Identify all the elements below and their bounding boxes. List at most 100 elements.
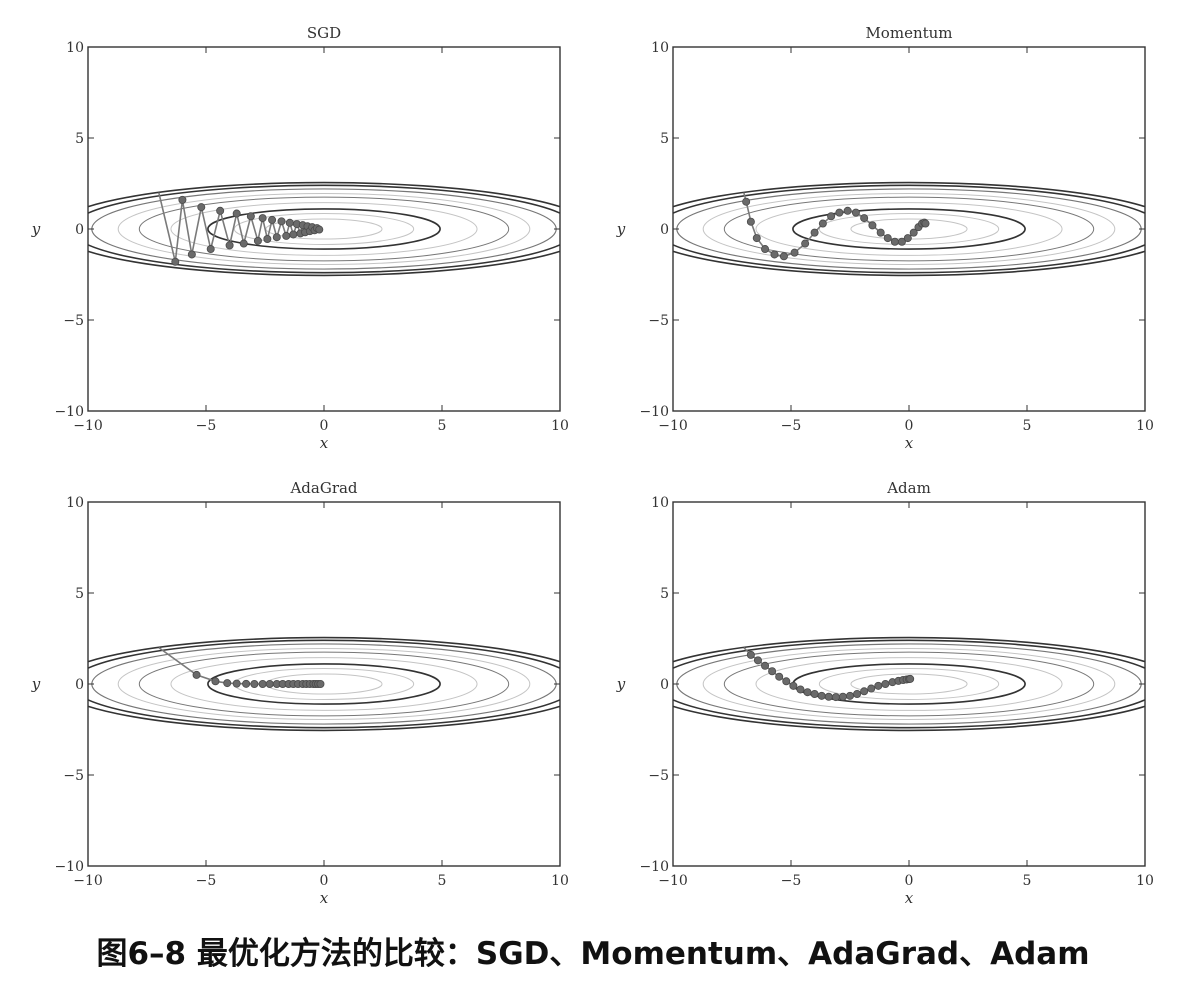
plot-area xyxy=(88,636,560,732)
chart-panel-sgd: −10 −5 0 5 10 −10 −5 0 5 10 SGD x y xyxy=(31,24,569,452)
y-tick-label: 5 xyxy=(660,586,669,602)
path-point xyxy=(742,197,751,206)
path-point xyxy=(831,693,840,702)
path-point xyxy=(779,252,788,261)
path-point xyxy=(827,212,836,221)
path-point xyxy=(768,667,777,676)
y-tick-label: 0 xyxy=(660,677,669,693)
path-point xyxy=(770,250,779,259)
path-point xyxy=(909,228,918,237)
x-axis-label: x xyxy=(320,434,329,452)
x-tick-label: 0 xyxy=(905,418,914,434)
x-tick-label: 5 xyxy=(1023,418,1032,434)
x-tick-label: 0 xyxy=(320,873,329,889)
plot-frame xyxy=(672,501,1146,867)
x-tick-label: −10 xyxy=(73,873,103,889)
contour-light-3 xyxy=(755,202,1063,256)
plot-area xyxy=(88,181,560,277)
contour-dark-7 xyxy=(88,639,560,729)
path-point xyxy=(216,206,225,215)
path-point xyxy=(746,217,755,226)
contour-light-3 xyxy=(755,657,1063,711)
path-point xyxy=(796,685,805,694)
x-tick-label: −10 xyxy=(658,418,688,434)
path-point xyxy=(232,679,241,688)
x-tick-label: −5 xyxy=(781,873,802,889)
path-point xyxy=(810,690,819,699)
y-tick-label: −5 xyxy=(648,768,669,784)
contour-mid-4 xyxy=(723,651,1095,717)
y-tick-label: −5 xyxy=(648,313,669,329)
path-point xyxy=(753,656,762,665)
x-axis-label: x xyxy=(905,889,914,907)
path-point xyxy=(746,650,755,659)
path-point xyxy=(761,245,770,254)
path-point xyxy=(242,679,251,688)
plot-area xyxy=(673,181,1145,277)
x-tick-label: 10 xyxy=(1136,418,1154,434)
path-point xyxy=(192,670,201,679)
path-point xyxy=(790,248,799,257)
contour-light-1 xyxy=(818,213,1000,245)
path-point xyxy=(272,233,281,242)
path-point xyxy=(316,680,325,689)
y-tick-label: 10 xyxy=(651,495,669,511)
path-point xyxy=(883,234,892,243)
x-tick-label: −5 xyxy=(781,418,802,434)
y-tick-label: 0 xyxy=(75,677,84,693)
y-tick-label: −10 xyxy=(639,859,669,875)
path-point xyxy=(818,219,827,228)
path-point xyxy=(250,680,259,689)
y-tick-label: −5 xyxy=(63,313,84,329)
path-point xyxy=(810,228,819,237)
path-point xyxy=(197,203,206,212)
x-tick-label: 0 xyxy=(905,873,914,889)
x-tick-label: −10 xyxy=(658,873,688,889)
x-tick-label: 10 xyxy=(1136,873,1154,889)
contour-mid-4 xyxy=(138,651,510,717)
path-point xyxy=(846,691,855,700)
path-point xyxy=(178,195,187,204)
path-point xyxy=(801,239,810,248)
figure-caption: 图6–8 最优化方法的比较：SGD、Momentum、AdaGrad、Adam xyxy=(96,936,1090,972)
contour-dark-8 xyxy=(88,636,560,732)
path-point xyxy=(860,687,869,696)
contour-mid-4 xyxy=(723,196,1095,262)
plot-frame xyxy=(87,46,561,412)
contour-light-1 xyxy=(818,668,1000,700)
path-point xyxy=(289,230,298,239)
path-point xyxy=(315,225,324,234)
chart-panel-adam: −10 −5 0 5 10 −10 −5 0 5 10 Adam x y xyxy=(616,479,1154,907)
y-tick-label: 10 xyxy=(66,40,84,56)
path-point xyxy=(211,677,220,686)
path-point xyxy=(817,691,826,700)
x-axis-label: x xyxy=(905,434,914,452)
x-axis-label: x xyxy=(320,889,329,907)
y-tick-label: −10 xyxy=(54,859,84,875)
contour-mid-4 xyxy=(138,196,510,262)
contour-light-1 xyxy=(233,213,415,245)
y-tick-label: 5 xyxy=(75,586,84,602)
path-point xyxy=(906,674,915,683)
path-point xyxy=(890,237,899,246)
path-point xyxy=(876,228,885,237)
contour-dark-2 xyxy=(207,208,441,250)
y-tick-label: −10 xyxy=(54,404,84,420)
path-point xyxy=(752,234,761,243)
path-point xyxy=(775,672,784,681)
contour-dark-7 xyxy=(673,184,1145,274)
x-tick-label: 0 xyxy=(320,418,329,434)
contour-dark-8 xyxy=(673,181,1145,277)
y-tick-label: 10 xyxy=(66,495,84,511)
y-tick-label: 0 xyxy=(75,222,84,238)
path-point xyxy=(258,680,267,689)
path-point xyxy=(265,680,274,689)
contour-mid-6 xyxy=(676,643,1142,725)
path-point xyxy=(843,206,852,215)
x-tick-label: 5 xyxy=(438,418,447,434)
path-point xyxy=(258,214,267,223)
chart-panel-adagrad: −10 −5 0 5 10 −10 −5 0 5 10 AdaGrad x y xyxy=(31,479,569,907)
contour-dark-7 xyxy=(88,184,560,274)
plot-frame xyxy=(672,46,1146,412)
contour-light-5 xyxy=(117,648,531,720)
